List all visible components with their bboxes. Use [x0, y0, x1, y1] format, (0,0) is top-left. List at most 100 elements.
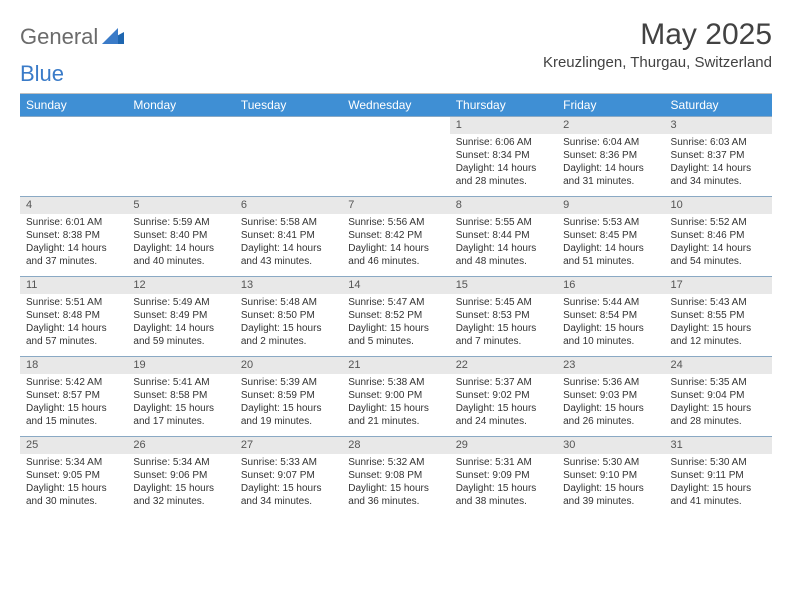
- day-sr: Sunrise: 5:38 AM: [348, 376, 443, 389]
- day-ss: Sunset: 9:08 PM: [348, 469, 443, 482]
- day-d2: and 15 minutes.: [26, 415, 121, 428]
- day-d1: Daylight: 14 hours: [563, 242, 658, 255]
- day-d1: Daylight: 14 hours: [26, 242, 121, 255]
- day-ss: Sunset: 9:04 PM: [671, 389, 766, 402]
- day-content: Sunrise: 5:56 AMSunset: 8:42 PMDaylight:…: [342, 214, 449, 276]
- day-sr: Sunrise: 5:42 AM: [26, 376, 121, 389]
- day-content: [342, 134, 449, 196]
- title-block: May 2025 Kreuzlingen, Thurgau, Switzerla…: [543, 18, 772, 71]
- day-content: Sunrise: 6:03 AMSunset: 8:37 PMDaylight:…: [665, 134, 772, 196]
- day-number: 13: [235, 277, 342, 294]
- day-number: 3: [665, 117, 772, 134]
- day-content: Sunrise: 6:06 AMSunset: 8:34 PMDaylight:…: [450, 134, 557, 196]
- day-number: 15: [450, 277, 557, 294]
- day-content: Sunrise: 5:35 AMSunset: 9:04 PMDaylight:…: [665, 374, 772, 436]
- day-d2: and 34 minutes.: [671, 175, 766, 188]
- day-d2: and 48 minutes.: [456, 255, 551, 268]
- day-ss: Sunset: 8:40 PM: [133, 229, 228, 242]
- day-sr: Sunrise: 5:30 AM: [671, 456, 766, 469]
- day-d1: Daylight: 14 hours: [456, 162, 551, 175]
- day-number: 6: [235, 197, 342, 214]
- day-content: Sunrise: 5:51 AMSunset: 8:48 PMDaylight:…: [20, 294, 127, 356]
- day-d2: and 32 minutes.: [133, 495, 228, 508]
- day-d2: and 24 minutes.: [456, 415, 551, 428]
- day-d2: and 51 minutes.: [563, 255, 658, 268]
- day-d2: and 31 minutes.: [563, 175, 658, 188]
- day-d1: Daylight: 15 hours: [133, 402, 228, 415]
- day-d2: and 41 minutes.: [671, 495, 766, 508]
- day-sr: Sunrise: 5:30 AM: [563, 456, 658, 469]
- day-number: 11: [20, 277, 127, 294]
- day-number: 18: [20, 357, 127, 374]
- day-ss: Sunset: 9:07 PM: [241, 469, 336, 482]
- day-number: 30: [557, 437, 664, 454]
- day-ss: Sunset: 9:09 PM: [456, 469, 551, 482]
- day-number: 28: [342, 437, 449, 454]
- day-ss: Sunset: 9:02 PM: [456, 389, 551, 402]
- day-d2: and 46 minutes.: [348, 255, 443, 268]
- day-content: Sunrise: 5:32 AMSunset: 9:08 PMDaylight:…: [342, 454, 449, 516]
- weekday-header: Sunday: [20, 94, 127, 117]
- day-sr: Sunrise: 5:49 AM: [133, 296, 228, 309]
- day-ss: Sunset: 8:50 PM: [241, 309, 336, 322]
- day-number: 5: [127, 197, 234, 214]
- day-d1: Daylight: 15 hours: [563, 322, 658, 335]
- day-ss: Sunset: 8:58 PM: [133, 389, 228, 402]
- day-d2: and 19 minutes.: [241, 415, 336, 428]
- day-d1: Daylight: 14 hours: [348, 242, 443, 255]
- day-number: 27: [235, 437, 342, 454]
- weekday-header: Friday: [557, 94, 664, 117]
- day-content: Sunrise: 5:42 AMSunset: 8:57 PMDaylight:…: [20, 374, 127, 436]
- day-d2: and 28 minutes.: [671, 415, 766, 428]
- day-sr: Sunrise: 5:48 AM: [241, 296, 336, 309]
- logo-text-blue: Blue: [20, 61, 64, 87]
- day-content: Sunrise: 5:47 AMSunset: 8:52 PMDaylight:…: [342, 294, 449, 356]
- daycontent-row: Sunrise: 5:34 AMSunset: 9:05 PMDaylight:…: [20, 454, 772, 516]
- day-d1: Daylight: 15 hours: [241, 402, 336, 415]
- day-number: 29: [450, 437, 557, 454]
- day-sr: Sunrise: 6:01 AM: [26, 216, 121, 229]
- day-ss: Sunset: 8:45 PM: [563, 229, 658, 242]
- day-sr: Sunrise: 5:39 AM: [241, 376, 336, 389]
- empty-day: [127, 117, 234, 134]
- day-ss: Sunset: 8:52 PM: [348, 309, 443, 322]
- day-d2: and 37 minutes.: [26, 255, 121, 268]
- daynum-row: 45678910: [20, 197, 772, 215]
- day-d2: and 12 minutes.: [671, 335, 766, 348]
- day-sr: Sunrise: 5:52 AM: [671, 216, 766, 229]
- day-number: 22: [450, 357, 557, 374]
- day-content: Sunrise: 5:48 AMSunset: 8:50 PMDaylight:…: [235, 294, 342, 356]
- day-sr: Sunrise: 5:34 AM: [26, 456, 121, 469]
- day-content: Sunrise: 5:34 AMSunset: 9:05 PMDaylight:…: [20, 454, 127, 516]
- day-sr: Sunrise: 5:31 AM: [456, 456, 551, 469]
- location: Kreuzlingen, Thurgau, Switzerland: [543, 54, 772, 71]
- day-content: Sunrise: 5:33 AMSunset: 9:07 PMDaylight:…: [235, 454, 342, 516]
- daycontent-row: Sunrise: 6:01 AMSunset: 8:38 PMDaylight:…: [20, 214, 772, 277]
- day-d1: Daylight: 14 hours: [671, 162, 766, 175]
- day-content: Sunrise: 5:45 AMSunset: 8:53 PMDaylight:…: [450, 294, 557, 356]
- day-ss: Sunset: 8:53 PM: [456, 309, 551, 322]
- day-d2: and 39 minutes.: [563, 495, 658, 508]
- day-d1: Daylight: 15 hours: [456, 402, 551, 415]
- day-number: 23: [557, 357, 664, 374]
- month-title: May 2025: [543, 18, 772, 52]
- daynum-row: 123: [20, 117, 772, 135]
- day-content: Sunrise: 5:55 AMSunset: 8:44 PMDaylight:…: [450, 214, 557, 276]
- day-ss: Sunset: 8:59 PM: [241, 389, 336, 402]
- day-number: 25: [20, 437, 127, 454]
- day-content: Sunrise: 6:04 AMSunset: 8:36 PMDaylight:…: [557, 134, 664, 196]
- daycontent-row: Sunrise: 5:42 AMSunset: 8:57 PMDaylight:…: [20, 374, 772, 437]
- day-content: Sunrise: 5:43 AMSunset: 8:55 PMDaylight:…: [665, 294, 772, 356]
- day-d1: Daylight: 15 hours: [671, 402, 766, 415]
- day-ss: Sunset: 9:06 PM: [133, 469, 228, 482]
- day-sr: Sunrise: 5:35 AM: [671, 376, 766, 389]
- day-ss: Sunset: 8:38 PM: [26, 229, 121, 242]
- day-number: 16: [557, 277, 664, 294]
- daynum-row: 18192021222324: [20, 357, 772, 375]
- weekday-header: Wednesday: [342, 94, 449, 117]
- day-content: Sunrise: 5:44 AMSunset: 8:54 PMDaylight:…: [557, 294, 664, 356]
- day-d2: and 59 minutes.: [133, 335, 228, 348]
- day-sr: Sunrise: 5:33 AM: [241, 456, 336, 469]
- day-d1: Daylight: 15 hours: [563, 482, 658, 495]
- day-number: 12: [127, 277, 234, 294]
